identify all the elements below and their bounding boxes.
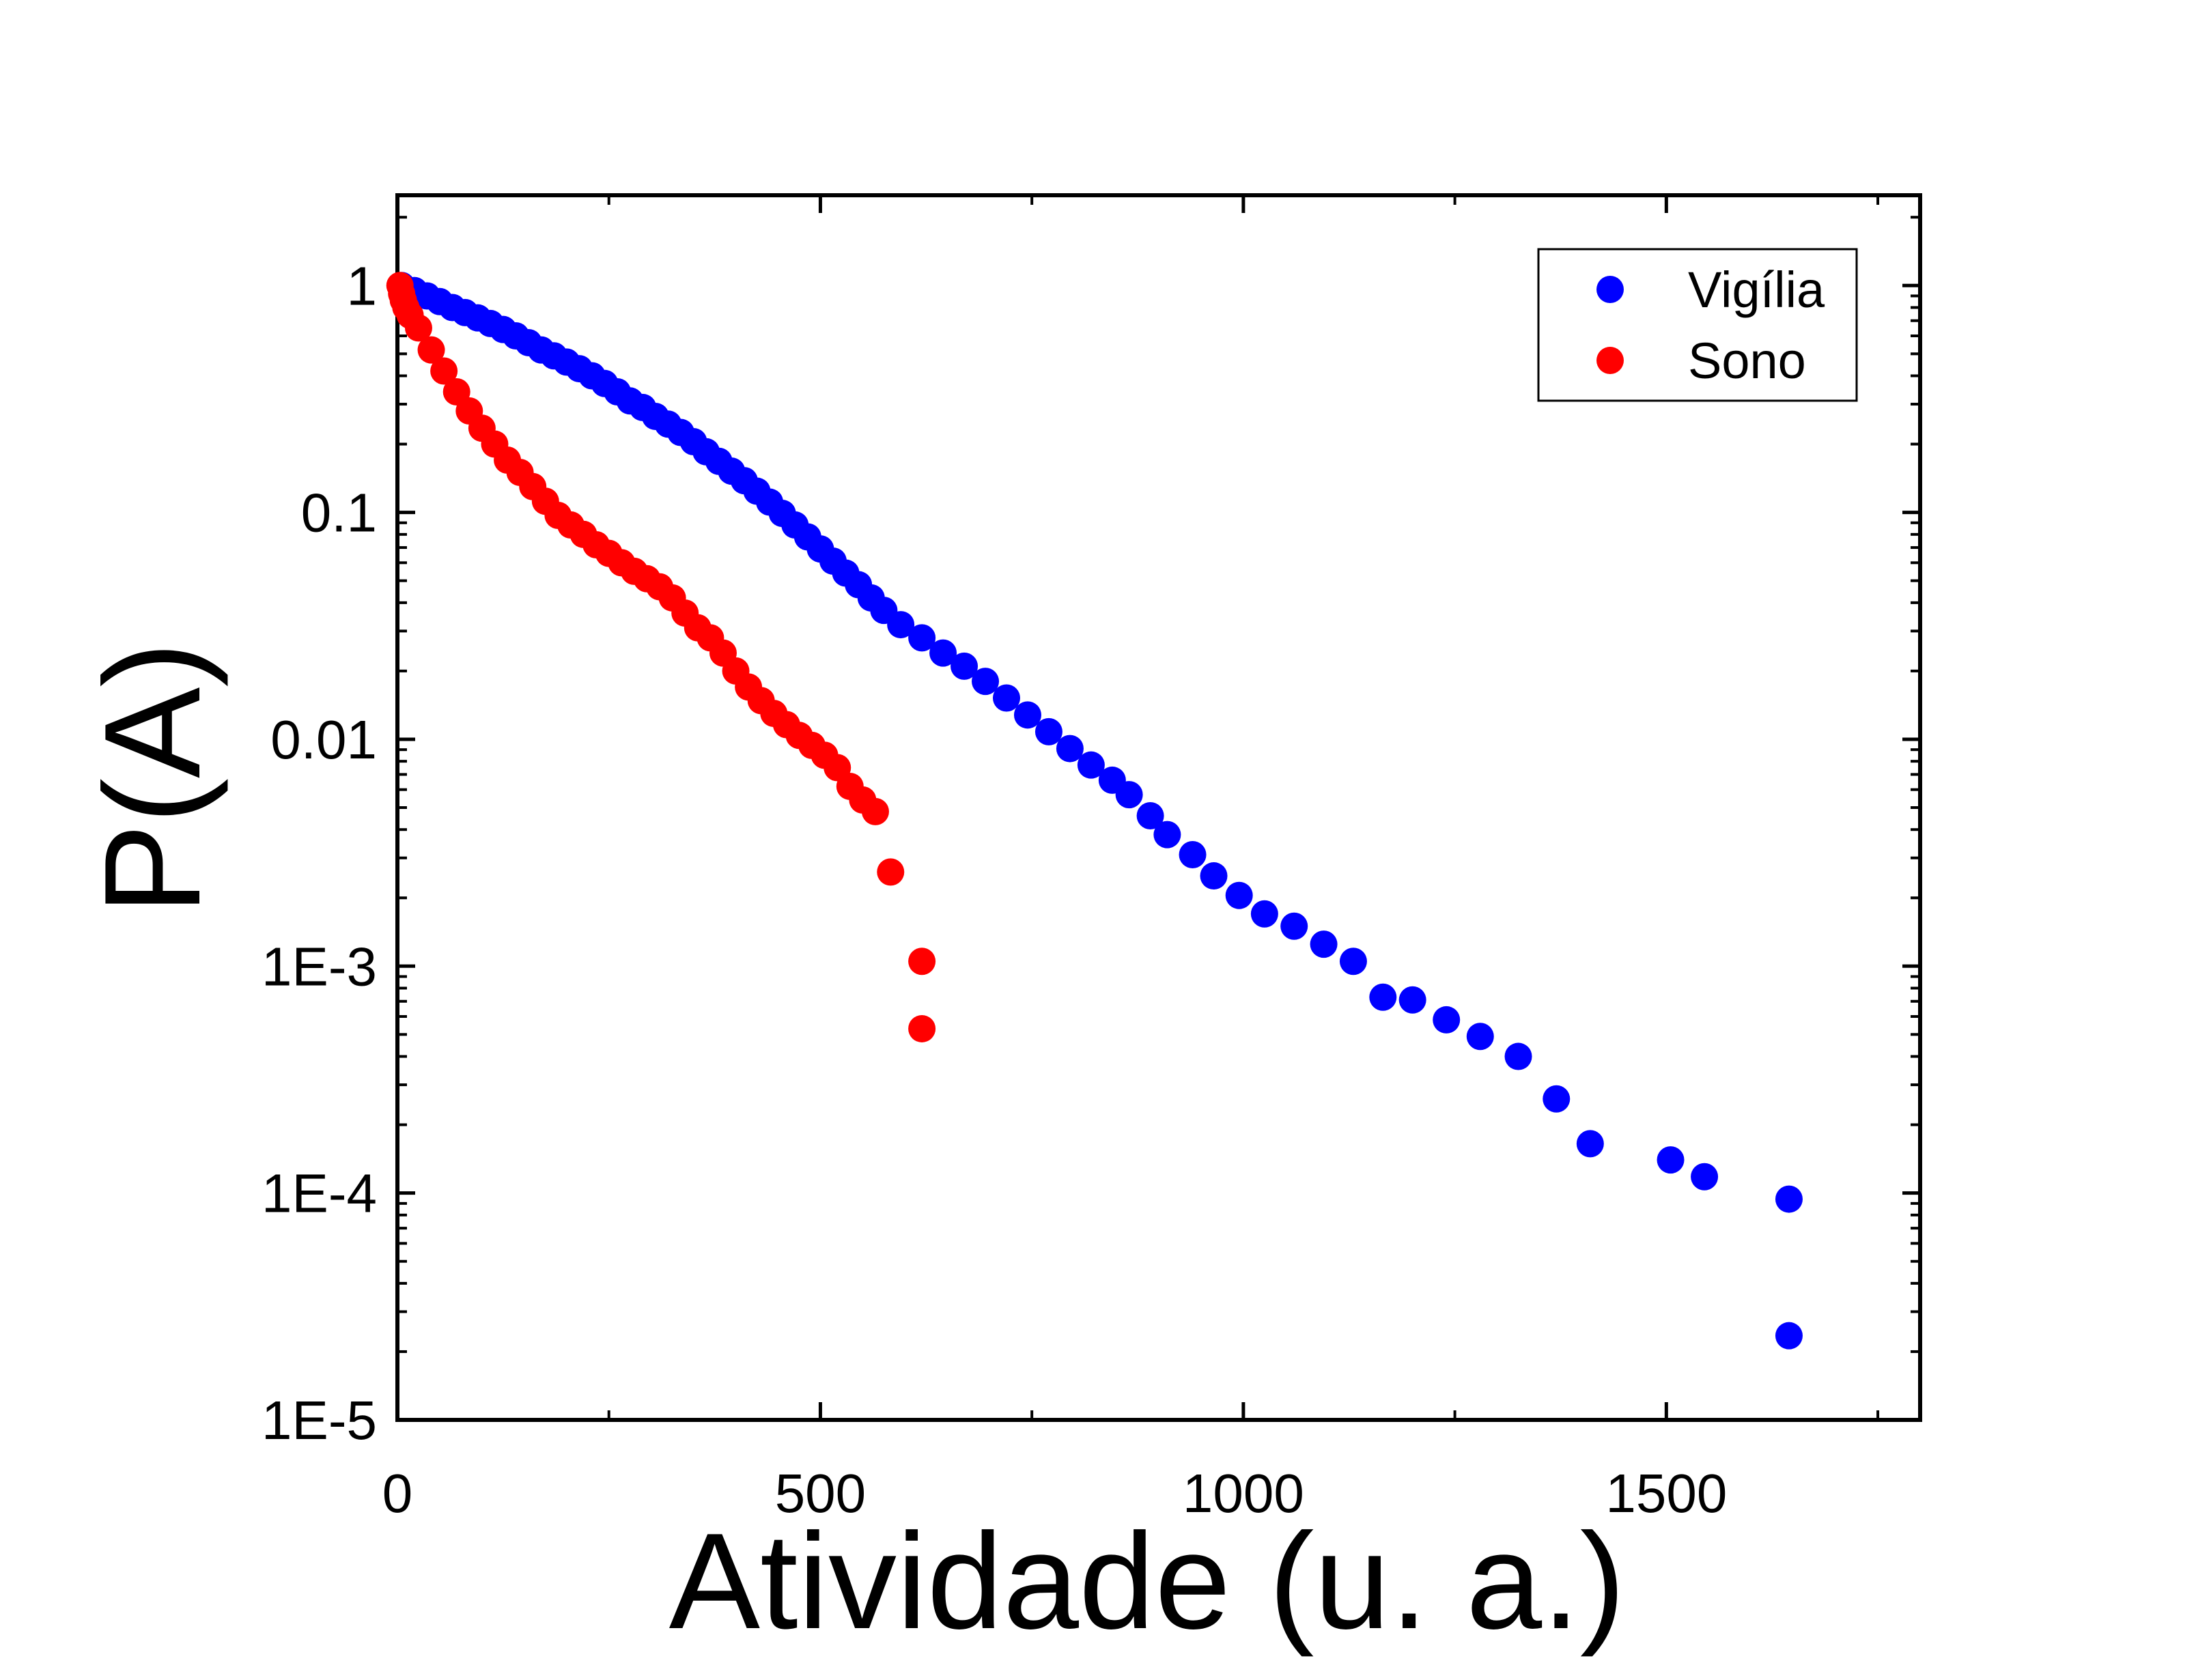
legend-box bbox=[1537, 248, 1858, 402]
data-point bbox=[877, 858, 905, 886]
data-point bbox=[1250, 900, 1278, 928]
data-point bbox=[1153, 821, 1181, 849]
legend-label-vigilia: Vigília bbox=[1688, 261, 1825, 318]
data-point bbox=[1339, 948, 1367, 976]
data-point bbox=[1775, 1322, 1803, 1350]
data-point bbox=[1657, 1146, 1685, 1174]
series-sono bbox=[386, 272, 936, 1042]
data-point bbox=[1691, 1163, 1719, 1191]
data-point bbox=[1433, 1006, 1461, 1034]
x-tick-label: 0 bbox=[382, 1463, 413, 1524]
legend: Vigília Sono bbox=[1537, 248, 1858, 402]
data-point bbox=[1775, 1185, 1803, 1213]
y-tick-label: 1E-3 bbox=[262, 936, 377, 997]
data-point bbox=[908, 948, 936, 976]
data-point bbox=[1576, 1130, 1604, 1158]
data-point bbox=[1056, 735, 1084, 763]
data-point bbox=[404, 314, 432, 342]
data-point bbox=[1200, 862, 1228, 890]
data-point bbox=[908, 1014, 936, 1042]
data-point bbox=[430, 357, 458, 385]
legend-label-sono: Sono bbox=[1688, 332, 1806, 389]
data-point bbox=[908, 624, 936, 652]
y-axis-title: P(A) bbox=[76, 642, 229, 915]
data-point bbox=[993, 684, 1020, 712]
data-point bbox=[1369, 983, 1397, 1011]
y-tick-label: 1E-4 bbox=[262, 1163, 377, 1224]
data-point bbox=[1034, 717, 1062, 745]
data-point bbox=[972, 668, 1000, 696]
data-point bbox=[417, 336, 445, 364]
x-tick-label: 1000 bbox=[1183, 1463, 1304, 1524]
data-point bbox=[887, 611, 915, 639]
data-point bbox=[1543, 1085, 1571, 1113]
y-tick-label: 0.1 bbox=[301, 483, 377, 543]
data-point bbox=[1310, 930, 1338, 958]
plot-frame bbox=[395, 193, 1922, 1422]
data-point bbox=[1504, 1042, 1532, 1070]
data-point bbox=[1136, 802, 1164, 830]
y-tick-label: 0.01 bbox=[270, 709, 377, 770]
data-point bbox=[1225, 881, 1253, 909]
data-point bbox=[951, 652, 979, 680]
data-point bbox=[1115, 781, 1143, 809]
data-point bbox=[1398, 986, 1426, 1014]
data-point bbox=[1280, 912, 1308, 940]
x-axis-title: Atividade (u. a.) bbox=[669, 1505, 1626, 1657]
y-tick-label: 1E-5 bbox=[262, 1390, 377, 1451]
data-point bbox=[1179, 840, 1207, 868]
legend-marker-sono bbox=[1596, 347, 1624, 374]
data-point bbox=[861, 797, 889, 825]
data-point bbox=[1077, 751, 1105, 779]
series-layer bbox=[386, 272, 1803, 1350]
x-tick-label: 1500 bbox=[1605, 1463, 1727, 1524]
series-vigilia bbox=[388, 272, 1803, 1350]
y-tick-labels: 1E-5 1E-4 1E-3 0.01 0.1 1 bbox=[262, 255, 377, 1451]
data-point bbox=[1013, 701, 1041, 729]
x-tick-labels: 0 500 1000 1500 bbox=[382, 1463, 1728, 1524]
data-point bbox=[1466, 1023, 1494, 1051]
y-tick-label: 1 bbox=[347, 255, 378, 316]
x-tick-label: 500 bbox=[775, 1463, 866, 1524]
legend-marker-vigilia bbox=[1596, 276, 1624, 303]
data-point bbox=[929, 639, 957, 667]
